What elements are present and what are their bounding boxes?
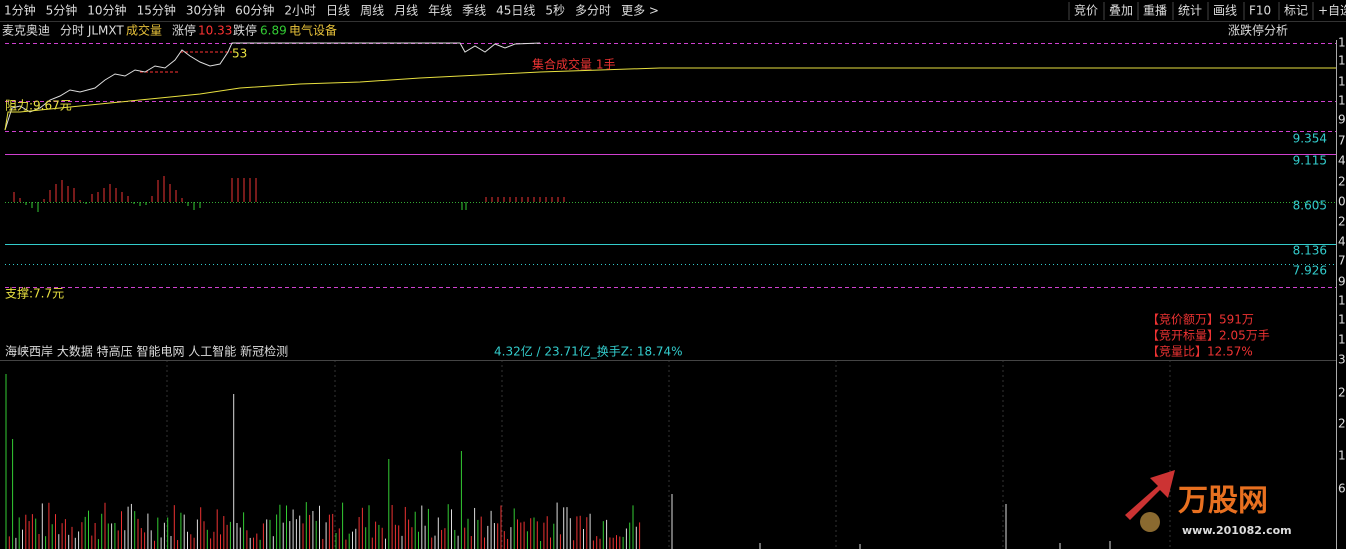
axis-digit: 7 (1338, 134, 1346, 148)
level-labels: 9.354 9.115 8.605 8.136 7.926 (1293, 132, 1327, 278)
axis-digit: 4 (1338, 154, 1346, 168)
toolbar-item[interactable]: 1分钟 (4, 3, 36, 18)
analysis-button[interactable]: 涨跌停分析 (1228, 23, 1288, 38)
toolbar-button[interactable]: +自选 (1318, 4, 1346, 18)
axis-digit: 1 (1338, 54, 1346, 68)
toolbar-item[interactable]: 更多 > (621, 4, 659, 18)
resistance: 阻力:9.67元 (5, 99, 72, 113)
level-label: 9.115 (1293, 154, 1327, 168)
level-label: 9.354 (1293, 132, 1327, 146)
toolbar-item[interactable]: 周线 (360, 4, 384, 18)
volume-bars (5, 374, 1111, 549)
axis-digit: 2 (1338, 417, 1346, 431)
axis-digit: 2 (1338, 386, 1346, 400)
concepts: 海峡西岸 大数据 特高压 智能电网 人工智能 新冠检测 (5, 344, 288, 359)
axis-digit: 9 (1338, 113, 1346, 127)
vertical-grid (166, 360, 1171, 549)
auction-line: 【竞价额万】591万 (1147, 313, 1254, 327)
auction-info: 【竞价额万】591万【竞开标量】2.05万手【竞量比】12.57% (1147, 313, 1270, 359)
mode: 分时 JLMXT (60, 24, 124, 38)
toolbar-button[interactable]: 画线 (1213, 4, 1237, 18)
axis-digit: 6 (1338, 482, 1346, 496)
axis-digit: 3 (1338, 353, 1346, 367)
toolbar-button[interactable]: 竞价 (1074, 4, 1098, 18)
axis-digit: 1 (1338, 94, 1346, 108)
axis-digit: 7 (1338, 254, 1346, 268)
toolbar-button[interactable]: 重播 (1143, 4, 1167, 18)
axis-digit: 1 (1338, 75, 1346, 89)
marker: 53 (232, 47, 247, 61)
toolbar-item[interactable]: 年线 (428, 4, 452, 18)
toolbar-item[interactable]: 季线 (462, 4, 486, 18)
axis-digit: 1 (1338, 333, 1346, 347)
toolbar-button[interactable]: 标记 (1284, 4, 1308, 18)
axis-digit: 2 (1338, 175, 1346, 189)
toolbar-button[interactable]: 统计 (1178, 4, 1202, 18)
axis-digit: 9 (1338, 275, 1346, 289)
level-lines (0, 43, 1336, 361)
logo: 万股网 (1178, 484, 1268, 519)
toolbar-item[interactable]: 日线 (326, 4, 350, 18)
limit-down-label: 跌停 (233, 23, 257, 38)
auction-line: 【竞量比】12.57% (1147, 345, 1253, 359)
axis-digit: 4 (1338, 235, 1346, 249)
volume-label: 成交量 (126, 23, 162, 38)
toolbar-button[interactable]: F10 (1249, 4, 1271, 18)
level-label: 8.136 (1293, 244, 1327, 258)
stock-name: 麦克奥迪 (2, 24, 50, 38)
axis-digit: 0 (1338, 195, 1346, 209)
toolbar-left: 1分钟 5分钟 10分钟 15分钟 30分钟 60分钟 2小时 日线 周线 月线 年线 季线 45日线 5… (4, 3, 659, 18)
limit-up-label: 涨停 (172, 23, 196, 38)
average-line (4, 67, 1336, 131)
macd-bars (13, 176, 565, 212)
toolbar-item[interactable]: 30分钟 (186, 3, 225, 18)
toolbar-item[interactable]: 10分钟 (87, 3, 126, 18)
axis-digit: 2 (1338, 215, 1346, 229)
auction-line: 【竞开标量】2.05万手 (1147, 329, 1270, 343)
toolbar-button[interactable]: 叠加 (1109, 4, 1133, 18)
axis-digit: 1 (1338, 36, 1346, 50)
toolbar-item[interactable]: 5分钟 (46, 3, 78, 18)
limit-down: 6.89 (260, 24, 287, 38)
price-line (4, 42, 541, 131)
turnover: 4.32亿 / 23.71亿_换手Z: 18.74% (494, 344, 683, 359)
toolbar-item[interactable]: 5秒 (545, 4, 565, 18)
toolbar-item[interactable]: 60分钟 (235, 3, 274, 18)
toolbar-item[interactable]: 45日线 (496, 4, 535, 18)
axis-digit: 1 (1338, 449, 1346, 463)
toolbar-item[interactable]: 15分钟 (137, 3, 176, 18)
watermark: 万股网 www.201082.com (1125, 470, 1292, 537)
toolbar-item[interactable]: 多分时 (575, 4, 611, 18)
site: www.201082.com (1182, 524, 1292, 537)
level-label: 8.605 (1293, 199, 1327, 213)
toolbar-item[interactable]: 月线 (394, 4, 418, 18)
axis-digit: 1 (1338, 294, 1346, 308)
limit-up: 10.33 (198, 24, 232, 38)
toolbar-item[interactable]: 2小时 (284, 4, 316, 18)
level-label: 7.926 (1293, 264, 1327, 278)
auction-volume: 集合成交量 1手 (532, 57, 615, 72)
sector: 电气设备 (289, 23, 337, 38)
support: 支撑:7.7元 (5, 286, 64, 301)
axis-digit: 1 (1338, 313, 1346, 327)
